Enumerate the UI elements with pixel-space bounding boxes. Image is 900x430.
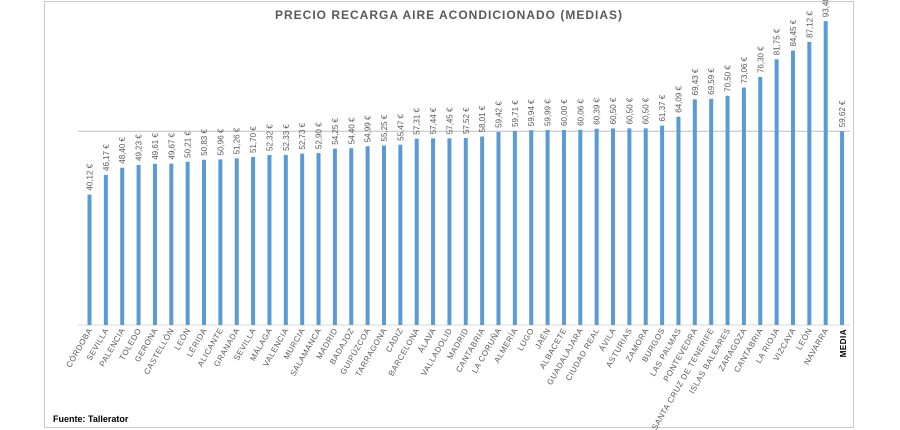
- data-label: 54,40 €: [347, 117, 356, 144]
- bar: [594, 128, 599, 325]
- bar: [676, 116, 681, 326]
- bar: [660, 125, 665, 325]
- category-label: MEDIA: [839, 329, 848, 357]
- bar: [365, 146, 370, 325]
- bar: [136, 165, 141, 325]
- bar: [152, 163, 157, 325]
- data-label: 64,09 €: [674, 85, 683, 112]
- data-label: 54,99 €: [364, 115, 373, 142]
- bar: [627, 128, 632, 325]
- data-label: 55,25 €: [380, 114, 389, 141]
- data-label: 59,42 €: [495, 101, 504, 128]
- bar: [87, 194, 92, 325]
- bar: [103, 174, 108, 325]
- data-label: 50,21 €: [184, 131, 193, 158]
- bar: [267, 154, 272, 325]
- data-label: 59,99 €: [544, 99, 553, 126]
- data-label: 51,70 €: [249, 126, 258, 153]
- bar: [545, 130, 550, 325]
- data-label: 57,31 €: [413, 108, 422, 135]
- bar: [529, 130, 534, 325]
- data-label: 73,06 €: [740, 56, 749, 83]
- bar: [561, 130, 566, 325]
- data-label: 61,37 €: [658, 94, 667, 121]
- bar: [316, 153, 321, 325]
- bar: [692, 99, 697, 325]
- bar: [234, 158, 239, 325]
- category-label: LUGO: [516, 327, 536, 353]
- data-label: 52,73 €: [298, 122, 307, 149]
- data-label: 84,45 €: [789, 19, 798, 46]
- bar: [349, 148, 354, 325]
- data-label: 60,50 €: [609, 97, 618, 124]
- data-label: 50,83 €: [200, 129, 209, 156]
- data-label: 60,06 €: [576, 99, 585, 126]
- bar: [709, 98, 714, 326]
- data-label: 52,33 €: [282, 124, 291, 151]
- bar: [823, 21, 828, 325]
- bar: [807, 41, 812, 326]
- bar: [840, 131, 845, 325]
- bar: [120, 167, 125, 325]
- bar: [431, 138, 436, 325]
- data-label: 57,52 €: [462, 107, 471, 134]
- data-label: 60,50 €: [625, 97, 634, 124]
- data-label: 57,45 €: [445, 107, 454, 134]
- data-label: 93,48 €: [822, 0, 831, 17]
- bar: [480, 136, 485, 325]
- data-label: 81,75 €: [773, 28, 782, 55]
- bar: [300, 153, 305, 325]
- data-label: 49,23 €: [135, 134, 144, 161]
- data-label: 60,00 €: [560, 99, 569, 126]
- bar: [725, 95, 730, 325]
- bar: [774, 59, 779, 325]
- data-label: 52,90 €: [315, 122, 324, 149]
- bar: [790, 50, 795, 325]
- bar: [463, 138, 468, 325]
- data-label: 49,61 €: [151, 133, 160, 160]
- bar: [381, 145, 386, 325]
- bar: [283, 154, 288, 325]
- bar: [578, 129, 583, 325]
- data-label: 51,26 €: [233, 127, 242, 154]
- bar: [185, 161, 190, 325]
- data-label: 50,96 €: [216, 128, 225, 155]
- data-label: 49,67 €: [167, 132, 176, 159]
- data-label: 46,17 €: [102, 144, 111, 171]
- bar: [251, 156, 256, 325]
- data-label: 57,44 €: [429, 107, 438, 134]
- source-note: Fuente: Tallerator: [53, 414, 129, 424]
- data-label: 87,12 €: [805, 11, 814, 38]
- data-label: 55,47 €: [396, 113, 405, 140]
- bar: [643, 128, 648, 325]
- data-label: 48,40 €: [118, 136, 127, 163]
- bar: [332, 148, 337, 325]
- data-label: 69,43 €: [691, 68, 700, 95]
- data-label: 58,01 €: [478, 105, 487, 132]
- data-label: 70,50 €: [724, 65, 733, 92]
- data-label: 69,59 €: [707, 68, 716, 95]
- bar: [202, 159, 207, 325]
- bar: [414, 138, 419, 325]
- bar: [218, 159, 223, 325]
- chart-title: PRECIO RECARGA AIRE ACONDICIONADO (MEDIA…: [274, 8, 623, 22]
- bar: [169, 163, 174, 325]
- data-label: 60,39 €: [593, 97, 602, 124]
- bar: [398, 144, 403, 325]
- data-label: 59,71 €: [511, 100, 520, 127]
- data-label: 52,32 €: [265, 124, 274, 151]
- bar: [741, 87, 746, 326]
- data-label: 40,12 €: [86, 163, 95, 190]
- data-label: 60,50 €: [642, 97, 651, 124]
- data-label: 59,62 €: [838, 100, 847, 127]
- bar: [758, 77, 763, 326]
- bar: [447, 138, 452, 325]
- bar: [512, 130, 517, 325]
- data-label: 76,30 €: [756, 46, 765, 73]
- data-label: 59,94 €: [527, 99, 536, 126]
- data-label: 54,25 €: [331, 117, 340, 144]
- bar: [611, 128, 616, 325]
- bar: [496, 131, 501, 325]
